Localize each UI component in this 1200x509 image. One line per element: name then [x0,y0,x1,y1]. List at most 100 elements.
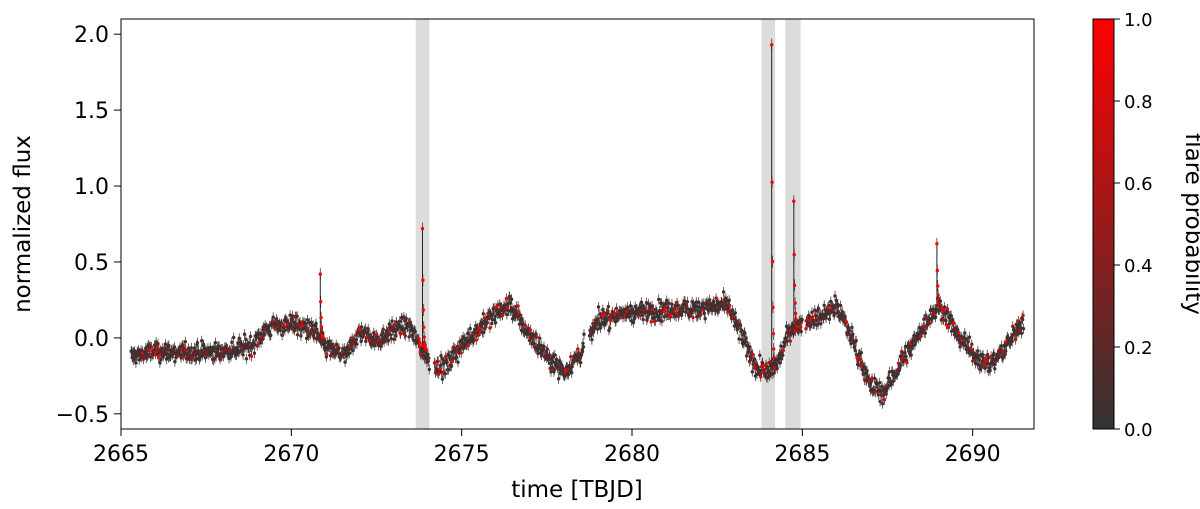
data-point [933,315,938,319]
data-point [659,312,663,316]
data-point [262,333,266,337]
data-point [816,306,821,311]
data-point [398,332,403,336]
data-point [348,339,352,343]
data-point [751,352,755,356]
data-point [330,342,334,347]
data-point [806,320,810,325]
data-point [712,305,717,309]
data-point [891,379,895,383]
x-tick-label: 2685 [774,442,830,467]
data-point [749,357,753,362]
data-point [653,319,658,323]
data-point [283,328,287,332]
data-point [581,345,586,349]
data-point [667,301,671,305]
data-point [984,359,989,363]
data-point [724,296,728,300]
data-point [258,331,262,335]
data-point [988,368,992,373]
data-point [226,352,230,357]
data-point [241,353,245,357]
data-point [606,309,610,313]
data-point [962,341,966,345]
data-point [743,331,747,335]
data-point [167,343,171,348]
data-point [1019,331,1024,335]
data-point [460,338,464,342]
data-point [155,345,159,349]
x-tick-label: 2675 [434,442,490,467]
data-point [739,328,744,332]
data-point [494,305,498,310]
colorbar-tick-label: 0.0 [1124,420,1153,441]
data-point [213,340,218,345]
data-point [334,342,338,347]
data-point [796,322,800,326]
data-point [576,347,580,351]
data-point [1014,322,1019,326]
data-point [590,338,594,342]
data-point [992,363,997,367]
data-point [725,307,729,312]
data-point [935,242,939,246]
data-point [394,334,398,338]
data-point [332,345,336,349]
data-point [200,339,204,343]
data-point [500,313,505,317]
data-point [483,327,487,331]
data-point [1004,343,1009,347]
data-point [408,321,413,325]
data-point [641,317,645,322]
data-point [504,296,509,301]
data-point [865,368,869,373]
data-point [173,360,177,364]
data-point [508,294,512,299]
data-point [274,323,278,327]
data-point [536,351,540,356]
data-point [836,309,840,314]
data-point [663,309,667,313]
data-point [447,354,452,358]
data-point [406,325,410,329]
data-point [156,355,161,359]
data-point [505,312,509,317]
data-point [493,314,497,319]
data-point [490,321,494,326]
data-point [493,321,498,325]
data-point [217,344,221,348]
x-tick-label: 2670 [263,442,319,467]
data-point [605,318,609,322]
data-point [163,342,168,346]
data-point [882,398,887,402]
data-point [232,335,236,340]
data-point [670,302,674,306]
data-point [1010,339,1014,344]
data-point [686,307,690,311]
colorbar-tick-label: 0.6 [1124,174,1153,195]
data-point [275,319,280,324]
data-point [598,326,603,330]
data-point [660,319,664,323]
data-point [366,327,370,331]
data-point [483,316,487,320]
data-point [693,308,698,312]
data-point [527,338,532,343]
data-point [306,327,310,331]
data-point [481,312,485,316]
plot-frame [120,18,1035,430]
data-point [248,334,253,339]
data-point [392,337,396,341]
data-point [657,315,661,319]
data-point [665,298,669,303]
data-point [395,327,399,332]
data-point [464,336,468,341]
data-point [949,313,953,318]
data-point [717,307,721,311]
data-point [189,346,194,350]
data-point [538,336,542,340]
data-point [386,339,391,343]
data-point [552,368,556,372]
data-point [909,353,913,357]
data-point [1010,335,1014,340]
